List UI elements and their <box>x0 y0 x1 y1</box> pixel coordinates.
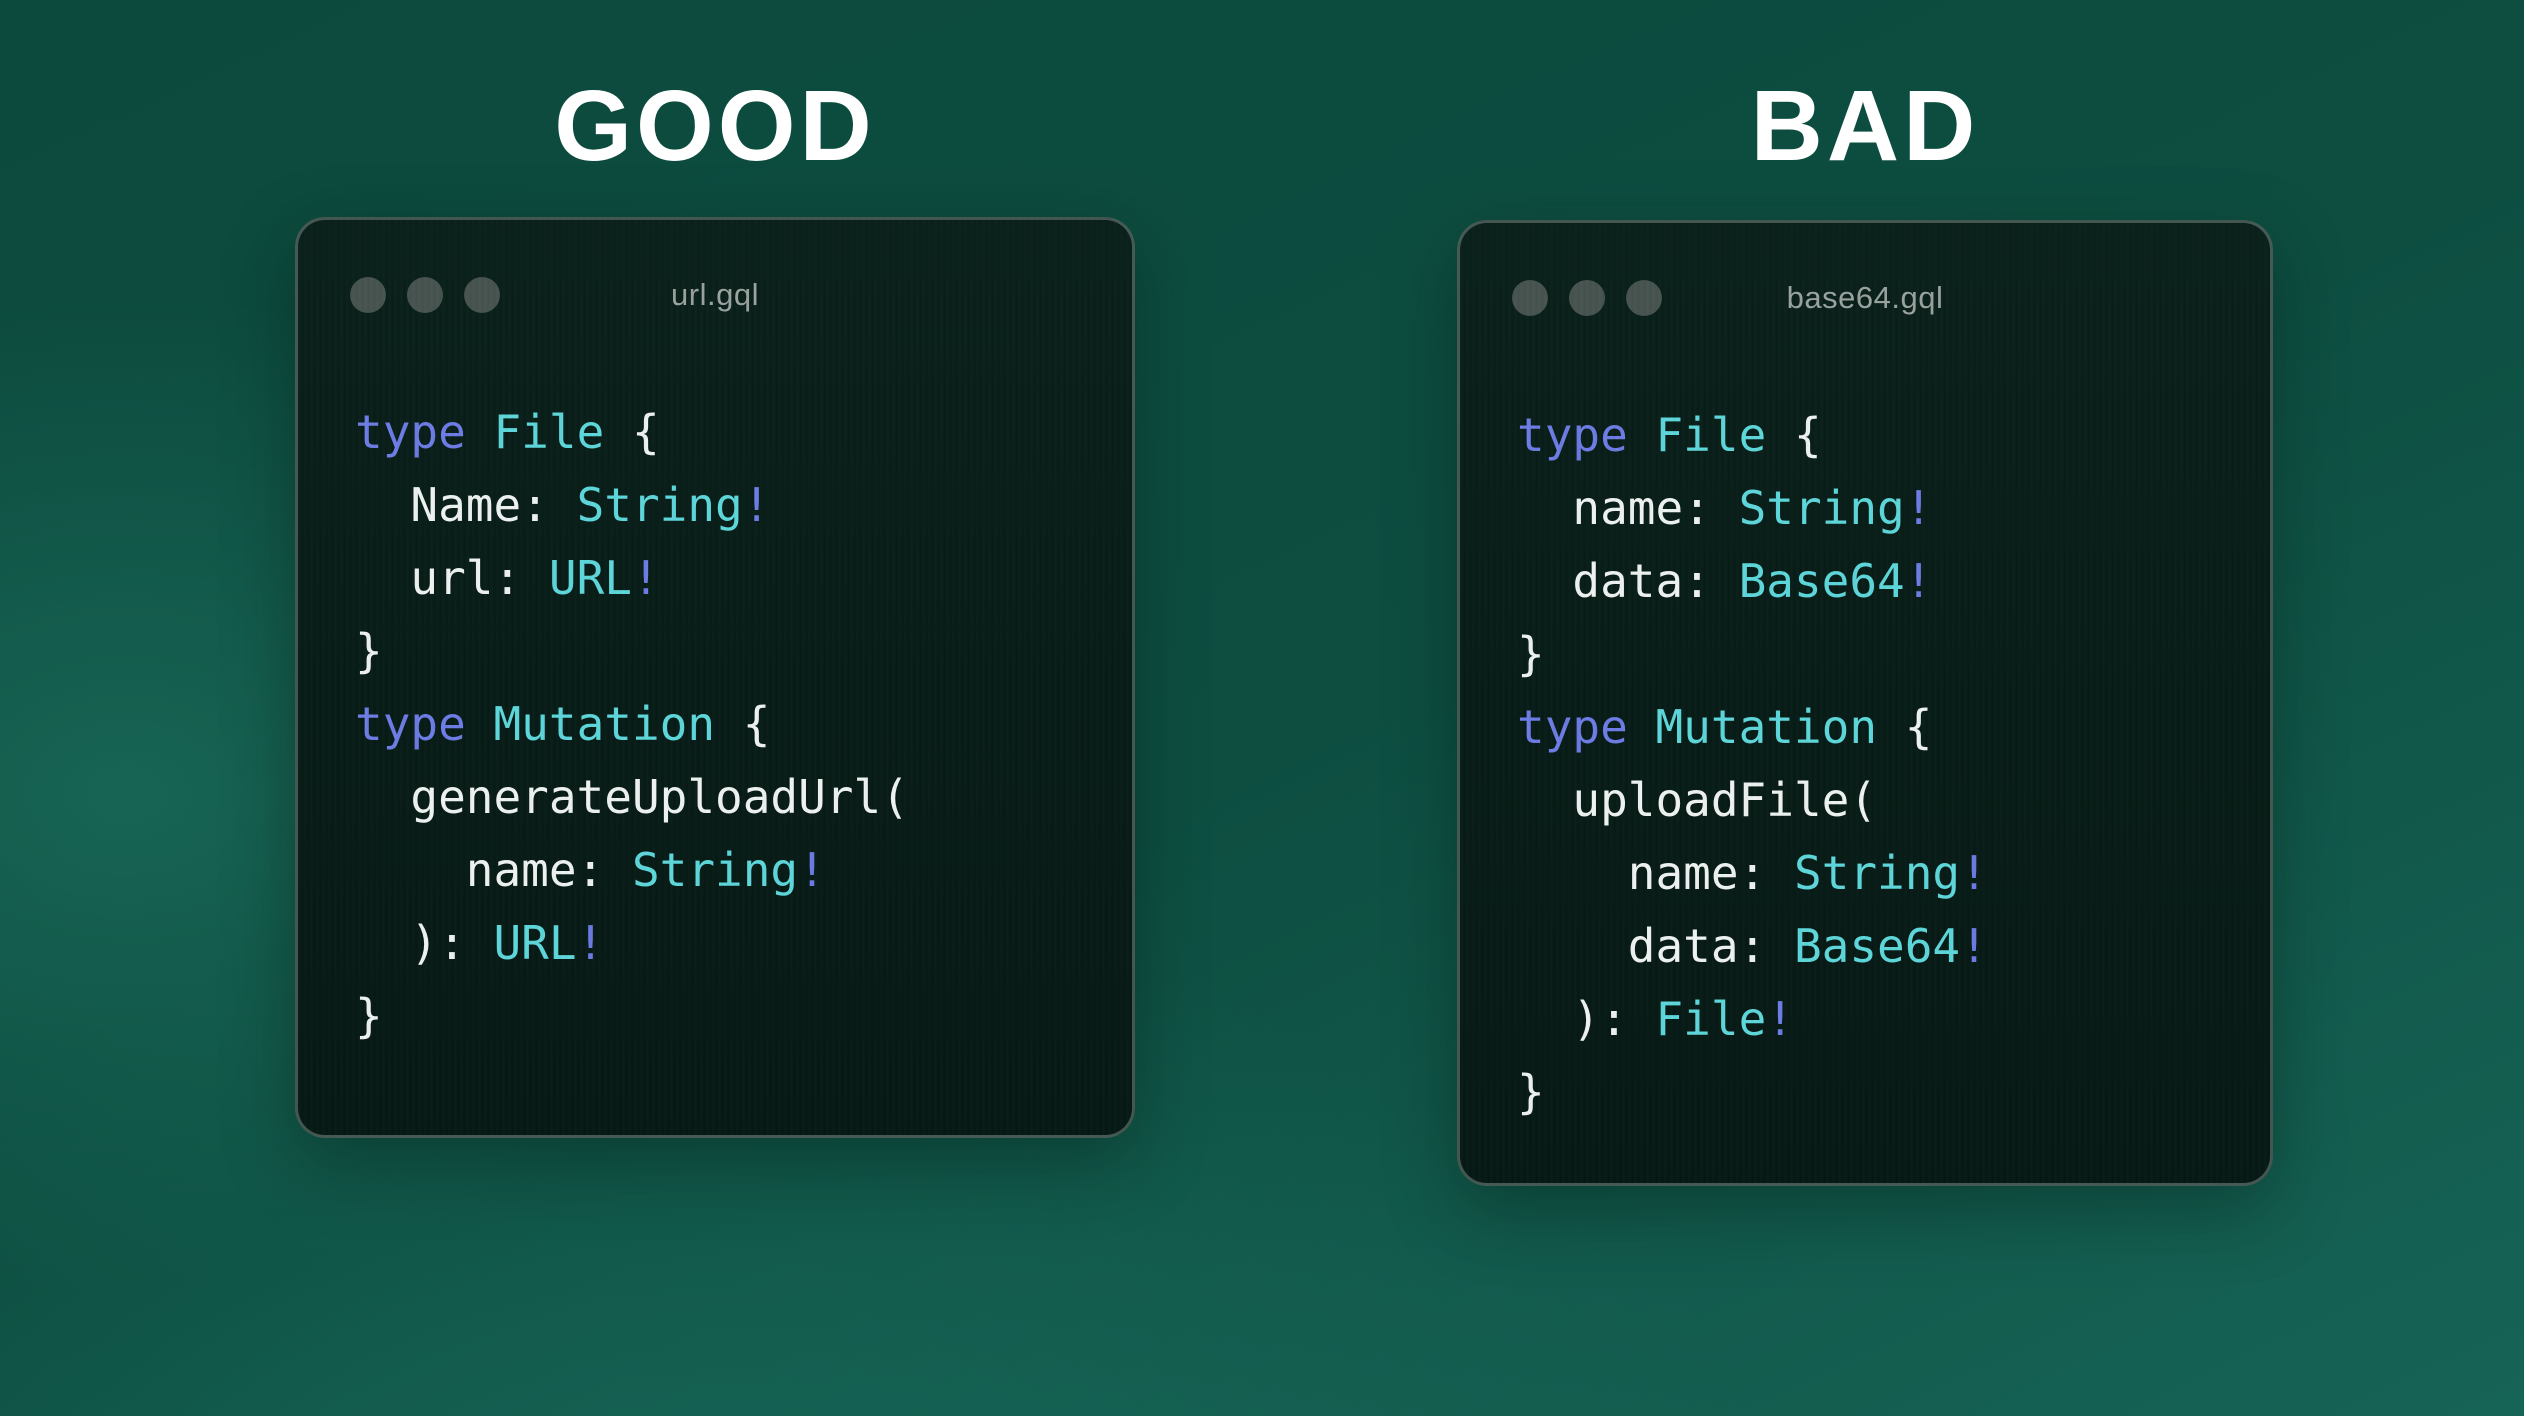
panel-bad: BAD base64.gql type File { name: String!… <box>1457 0 2273 1416</box>
window-dot-icon <box>1512 280 1548 316</box>
code-line: } <box>355 989 383 1043</box>
window-dot-icon <box>464 277 500 313</box>
window-dot-icon <box>1626 280 1662 316</box>
code-line: Name: String! <box>355 478 771 532</box>
code-window-base64-gql: base64.gql type File { name: String! dat… <box>1457 220 2273 1186</box>
code-line: ): URL! <box>355 916 605 970</box>
code-line: } <box>1517 1065 1545 1119</box>
code-block-bad: type File { name: String! data: Base64!}… <box>1460 373 2270 1129</box>
code-window-url-gql: url.gql type File { Name: String! url: U… <box>295 217 1135 1138</box>
code-line: } <box>355 624 383 678</box>
window-title: base64.gql <box>1786 280 1944 315</box>
window-dot-icon <box>350 277 386 313</box>
window-titlebar: url.gql <box>298 220 1132 370</box>
window-dot-icon <box>1569 280 1605 316</box>
code-line: url: URL! <box>355 551 660 605</box>
code-line: type Mutation { <box>355 697 771 751</box>
code-line: } <box>1517 627 1545 681</box>
panel-good: GOOD url.gql type File { Name: String! u… <box>295 0 1135 1416</box>
code-line: name: String! <box>1517 846 1988 900</box>
code-line: data: Base64! <box>1517 554 1933 608</box>
code-line: uploadFile( <box>1517 773 1878 827</box>
code-line: name: String! <box>355 843 826 897</box>
traffic-lights <box>1512 280 1662 316</box>
bad-heading: BAD <box>1750 70 1980 182</box>
window-dot-icon <box>407 277 443 313</box>
window-titlebar: base64.gql <box>1460 223 2270 373</box>
code-line: data: Base64! <box>1517 919 1988 973</box>
code-line: ): File! <box>1517 992 1794 1046</box>
code-line: name: String! <box>1517 481 1933 535</box>
code-line: type File { <box>1517 408 1822 462</box>
good-heading: GOOD <box>554 70 876 182</box>
code-line: type File { <box>355 405 660 459</box>
window-title: url.gql <box>671 277 759 312</box>
code-block-good: type File { Name: String! url: URL!} type… <box>298 370 1132 1053</box>
code-line: type Mutation { <box>1517 700 1933 754</box>
code-line: generateUploadUrl( <box>355 770 909 824</box>
traffic-lights <box>350 277 500 313</box>
